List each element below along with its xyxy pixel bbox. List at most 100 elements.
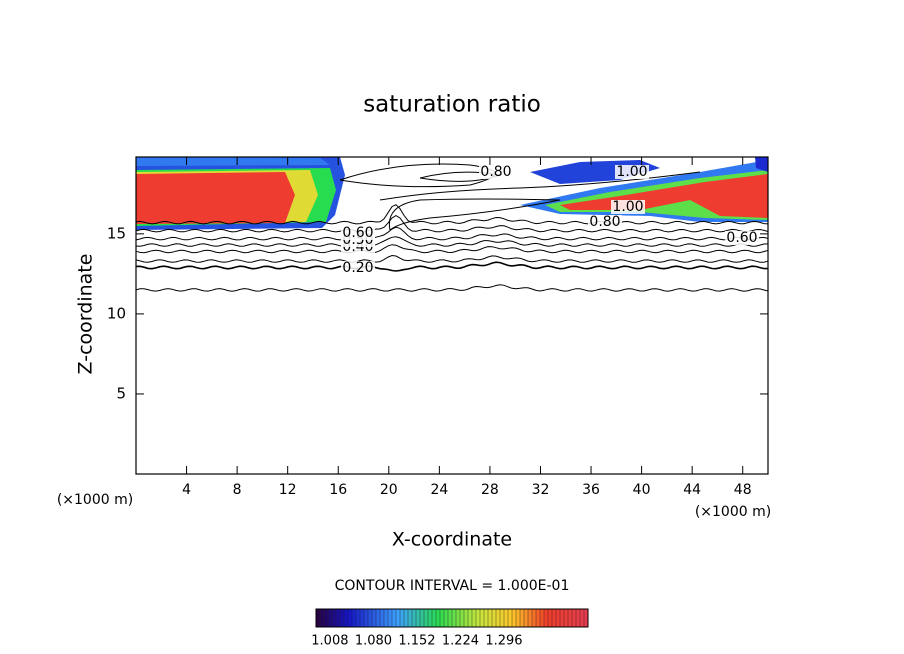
shaded-region	[136, 157, 330, 166]
colorbar-cell	[503, 608, 509, 628]
colorbar-cell	[463, 608, 469, 628]
colorbar-cell	[327, 608, 333, 628]
colorbar-cell	[567, 608, 573, 628]
colorbar-cell	[315, 608, 321, 628]
contour-label-bg	[479, 165, 513, 179]
contour-line	[135, 215, 769, 233]
x-unit-label: (×1000 m)	[57, 492, 133, 508]
colorbar-cell	[455, 608, 461, 628]
colorbar-cell	[443, 608, 449, 628]
colorbar-cell	[343, 608, 349, 628]
x-tick-label: 12	[279, 482, 297, 498]
y-tick-label: 10	[107, 304, 126, 322]
colorbar-cell	[543, 608, 549, 628]
colorbar-tick-label: 1.080	[355, 634, 392, 649]
contour-label: 0.80	[480, 164, 511, 180]
contour-line	[135, 226, 769, 241]
contour-label-bg	[341, 226, 375, 240]
colorbar-cell	[491, 608, 497, 628]
colorbar-cell	[499, 608, 505, 628]
y-tick-label: 15	[107, 224, 126, 242]
contour-line	[135, 244, 769, 254]
colorbar-cell	[495, 608, 501, 628]
colorbar-cell	[527, 608, 533, 628]
colorbar-cell	[419, 608, 425, 628]
colorbar-cell	[367, 608, 373, 628]
x-tick-label: 16	[329, 482, 347, 498]
colorbar-cell	[547, 608, 553, 628]
contour-interval: CONTOUR INTERVAL = 1.000E-01	[335, 578, 570, 594]
colorbar-cell	[411, 608, 417, 628]
colorbar-cell	[395, 608, 401, 628]
colorbar-cell	[431, 608, 437, 628]
colorbar-cell	[375, 608, 381, 628]
x-tick-label: 40	[633, 482, 651, 498]
colorbar-cell	[507, 608, 513, 628]
colorbar-cell	[407, 608, 413, 628]
x-tick-label: 4	[182, 482, 191, 498]
contour-label-bg	[615, 165, 649, 179]
contour-line	[135, 254, 769, 263]
shaded-region	[136, 172, 295, 224]
colorbar-cell	[339, 608, 345, 628]
colorbar-cell	[355, 608, 361, 628]
colorbar-cell	[471, 608, 477, 628]
colorbar-cell	[571, 608, 577, 628]
contour-label: 1.00	[616, 164, 647, 180]
colorbar-cell	[535, 608, 541, 628]
colorbar-cell	[351, 608, 357, 628]
colorbar-cell	[551, 608, 557, 628]
plot-area: 0.200.400.500.600.600.800.801.001.00	[135, 157, 769, 292]
y-tick-label: 5	[116, 384, 126, 402]
colorbar-tick-label: 1.296	[485, 634, 522, 649]
colorbar-cell	[479, 608, 485, 628]
colorbar-cell	[363, 608, 369, 628]
colorbar-cell	[415, 608, 421, 628]
contour-line	[135, 284, 769, 292]
colorbar-cell	[447, 608, 453, 628]
x-tick-label: 48	[734, 482, 752, 498]
contour-label: 0.80	[589, 214, 620, 230]
colorbar-cell	[347, 608, 353, 628]
colorbar-cell	[511, 608, 517, 628]
colorbar-cell	[515, 608, 521, 628]
colorbar-cell	[387, 608, 393, 628]
contour-line	[135, 236, 769, 247]
colorbar-cell	[323, 608, 329, 628]
colorbar-cell	[451, 608, 457, 628]
colorbar-cell	[423, 608, 429, 628]
contour-label: 0.60	[342, 225, 373, 241]
colorbar-cell	[539, 608, 545, 628]
contour-label: 0.60	[726, 230, 757, 246]
contour-label: 1.00	[612, 199, 643, 215]
colorbar-cell	[563, 608, 569, 628]
colorbar-cell	[575, 608, 581, 628]
colorbar-cell	[399, 608, 405, 628]
chart-title: saturation ratio	[363, 92, 541, 118]
colorbar-cell	[555, 608, 561, 628]
x-tick-label: 8	[233, 482, 242, 498]
colorbar-cell	[439, 608, 445, 628]
colorbar-cell	[523, 608, 529, 628]
colorbar-cell	[359, 608, 365, 628]
colorbar-cell	[371, 608, 377, 628]
colorbar-cell	[379, 608, 385, 628]
contour-label-bg	[588, 215, 622, 229]
contour-label-bg	[611, 200, 645, 214]
x-axis-label: X-coordinate	[392, 529, 512, 551]
x-tick-label: 32	[532, 482, 550, 498]
x-tick-label: 44	[683, 482, 701, 498]
colorbar-cell	[391, 608, 397, 628]
colorbar-cell	[427, 608, 433, 628]
contour-line	[135, 261, 768, 272]
colorbar-cell	[435, 608, 441, 628]
x-tick-label: 28	[481, 482, 499, 498]
colorbar-cell	[559, 608, 565, 628]
y-axis-label: Z-coordinate	[75, 254, 97, 375]
contour-label: 0.20	[342, 260, 373, 276]
contour-label-bg	[341, 261, 375, 275]
colorbar-cell	[579, 608, 585, 628]
plot-frame	[135, 156, 769, 475]
